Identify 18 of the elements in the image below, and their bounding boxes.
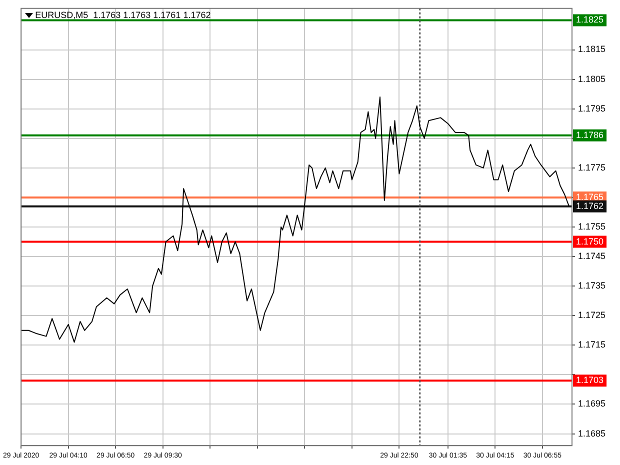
y-tick-label: 1.1755: [578, 221, 606, 232]
ref-line-label: 1.1765: [576, 192, 604, 202]
y-tick-label: 1.1735: [578, 280, 606, 291]
y-tick-label: 1.1685: [578, 428, 606, 438]
ref-line-label: 1.1762: [576, 200, 604, 211]
ref-line-label: 1.1786: [576, 130, 604, 140]
y-tick-label: 1.1795: [578, 103, 606, 114]
y-tick-label: 1.1805: [578, 74, 606, 84]
ref-line-label: 1.1825: [576, 14, 604, 25]
ref-line-label: 1.1750: [576, 236, 604, 246]
y-tick-label: 1.1745: [578, 251, 606, 262]
y-tick-label: 1.1775: [578, 162, 606, 172]
ref-line-label: 1.1703: [576, 375, 604, 386]
chart-title: EURUSD,M5 1.1763 1.1763 1.1761 1.1762: [35, 10, 211, 20]
y-tick-label: 1.1815: [578, 44, 606, 54]
y-tick-label: 1.1725: [578, 310, 606, 320]
y-tick-label: 1.1695: [578, 398, 606, 409]
y-tick-label: 1.1715: [578, 340, 606, 350]
